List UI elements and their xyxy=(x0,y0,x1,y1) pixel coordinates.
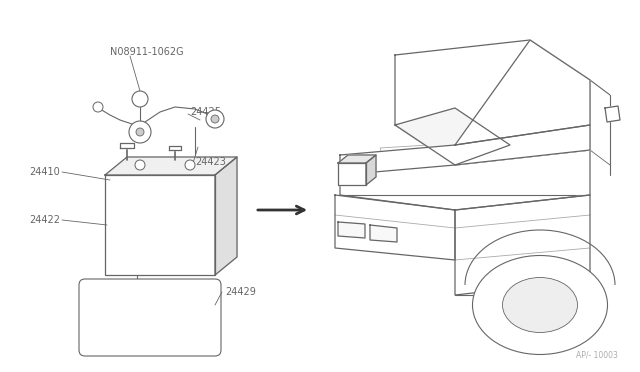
Polygon shape xyxy=(338,163,366,185)
Circle shape xyxy=(185,160,195,170)
Polygon shape xyxy=(215,157,237,275)
Polygon shape xyxy=(605,106,620,122)
Polygon shape xyxy=(335,195,455,260)
Circle shape xyxy=(211,115,219,123)
Ellipse shape xyxy=(472,256,607,355)
Polygon shape xyxy=(395,108,510,165)
Polygon shape xyxy=(366,155,376,185)
Polygon shape xyxy=(455,40,590,145)
Polygon shape xyxy=(338,222,365,238)
Polygon shape xyxy=(370,225,397,242)
Ellipse shape xyxy=(502,278,577,333)
Polygon shape xyxy=(395,40,590,165)
Circle shape xyxy=(129,121,151,143)
Circle shape xyxy=(132,91,148,107)
Polygon shape xyxy=(455,195,590,295)
Polygon shape xyxy=(340,125,590,175)
FancyBboxPatch shape xyxy=(79,279,221,356)
Polygon shape xyxy=(120,143,134,148)
Circle shape xyxy=(136,128,144,136)
Text: 24410: 24410 xyxy=(29,167,60,177)
Circle shape xyxy=(135,160,145,170)
Text: AP/- 10003: AP/- 10003 xyxy=(576,350,618,359)
Circle shape xyxy=(206,110,224,128)
Text: N08911-1062G: N08911-1062G xyxy=(110,47,184,57)
Polygon shape xyxy=(340,150,590,210)
Text: N: N xyxy=(134,96,140,102)
Polygon shape xyxy=(105,175,215,275)
Circle shape xyxy=(93,102,103,112)
Polygon shape xyxy=(338,155,376,163)
Text: 24429: 24429 xyxy=(225,287,256,297)
Text: 24423: 24423 xyxy=(195,157,226,167)
Polygon shape xyxy=(169,146,181,150)
Polygon shape xyxy=(105,157,237,175)
Text: 24422: 24422 xyxy=(29,215,60,225)
Text: 24425: 24425 xyxy=(190,107,221,117)
